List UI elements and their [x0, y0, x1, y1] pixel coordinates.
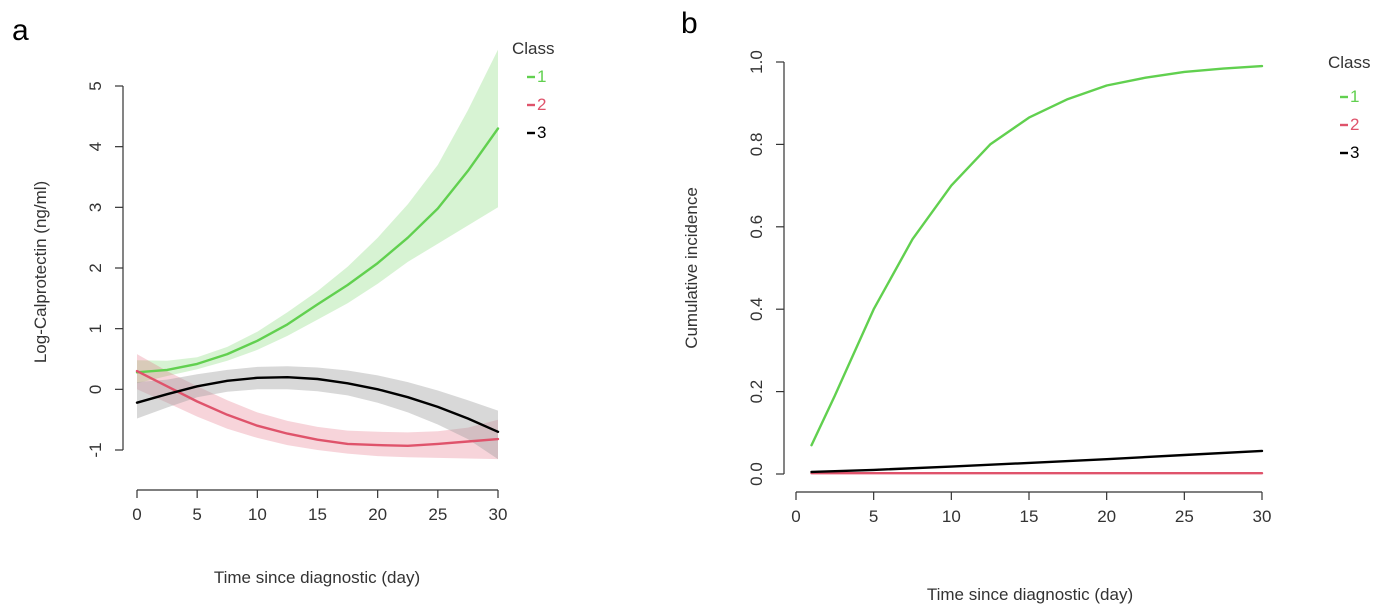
panel-a-y-tick-label: 5 [86, 81, 105, 90]
panel-b: b 0 5 10 15 20 25 30 0.0 0.2 0.4 0.6 0.8 1.0 Time si… [681, 7, 1371, 604]
panel-b-legend-title: Class [1328, 53, 1371, 72]
panel-b-legend-label-class-1: 1 [1350, 87, 1359, 106]
panel-a-legend-label-class-2: 2 [537, 95, 546, 114]
panel-b-x-tick-label: 0 [791, 507, 800, 526]
panel-a-letter: a [12, 14, 29, 47]
panel-a-x-tick-label: 30 [489, 505, 508, 524]
panel-a-confidence-bands [137, 49, 498, 460]
panel-b-legend-label-class-3: 3 [1350, 143, 1359, 162]
panel-a-band-class-3 [137, 366, 498, 460]
panel-b-y-axis-title: Cumulative incidence [682, 187, 701, 349]
panel-b-legend: Class 1 2 3 [1328, 53, 1371, 162]
panel-a-legend-label-class-1: 1 [537, 67, 546, 86]
panel-b-letter: b [681, 7, 698, 40]
panel-b-y-tick-label: 0.0 [747, 462, 766, 486]
panel-b-line-class-3 [810, 449, 1264, 474]
panel-b-x-tick-label: 15 [1020, 507, 1039, 526]
panel-a-x-tick-label: 10 [248, 505, 267, 524]
panel-a: a 0 5 10 15 20 25 30 -1 0 1 2 3 4 5 Time since diagno… [12, 14, 555, 587]
panel-a-band-class-2 [137, 354, 498, 460]
panel-a-y-tick-label: 4 [86, 142, 105, 151]
panel-a-y-axis-title: Log-Calprotectin (ng/ml) [31, 181, 50, 363]
panel-a-y-tick-label: 2 [86, 263, 105, 272]
panel-a-y-tick-label: -1 [86, 442, 105, 457]
panel-b-legend-label-class-2: 2 [1350, 115, 1359, 134]
panel-a-x-tick-label: 0 [132, 505, 141, 524]
panel-a-lines [135, 127, 500, 447]
panel-b-x-tick-label: 30 [1253, 507, 1272, 526]
panel-a-line-class-2 [135, 369, 500, 447]
panel-a-legend: Class 1 2 3 [512, 39, 555, 142]
panel-b-x-tick-label: 25 [1175, 507, 1194, 526]
panel-a-y-tick-label: 1 [86, 324, 105, 333]
panel-a-x-tick-label: 5 [192, 505, 201, 524]
panel-a-x-tick-label: 20 [368, 505, 387, 524]
panel-b-lines [810, 64, 1264, 475]
panel-a-y-tick-label: 0 [86, 385, 105, 394]
panel-b-line-class-1 [810, 64, 1264, 447]
panel-b-y-tick-label: 0.4 [747, 297, 766, 321]
panel-b-x-tick-label: 5 [869, 507, 878, 526]
panel-a-x-tick-label: 15 [308, 505, 327, 524]
panel-a-y-tick-label: 3 [86, 203, 105, 212]
panel-a-legend-title: Class [512, 39, 555, 58]
panel-a-x-axis-title: Time since diagnostic (day) [214, 568, 420, 587]
panel-a-legend-items: 1 2 3 [527, 67, 546, 142]
panel-b-y-tick-label: 0.2 [747, 380, 766, 404]
panel-b-legend-items: 1 2 3 [1340, 87, 1359, 162]
panel-b-y-tick-label: 1.0 [747, 50, 766, 74]
panel-b-axes: 0 5 10 15 20 25 30 0.0 0.2 0.4 0.6 0.8 1.0 [747, 50, 1271, 526]
panel-a-band-class-1 [137, 49, 498, 384]
panel-b-y-tick-label: 0.8 [747, 133, 766, 157]
panel-b-x-tick-label: 10 [942, 507, 961, 526]
panel-b-y-tick-label: 0.6 [747, 215, 766, 239]
panel-a-legend-label-class-3: 3 [537, 123, 546, 142]
panel-b-x-tick-label: 20 [1097, 507, 1116, 526]
panel-a-line-class-1 [135, 127, 500, 374]
panel-a-line-class-3 [135, 376, 500, 433]
panel-a-x-tick-label: 25 [428, 505, 447, 524]
panel-a-axes: 0 5 10 15 20 25 30 -1 0 1 2 3 4 5 [86, 81, 507, 524]
panel-b-x-axis-title: Time since diagnostic (day) [927, 585, 1133, 604]
